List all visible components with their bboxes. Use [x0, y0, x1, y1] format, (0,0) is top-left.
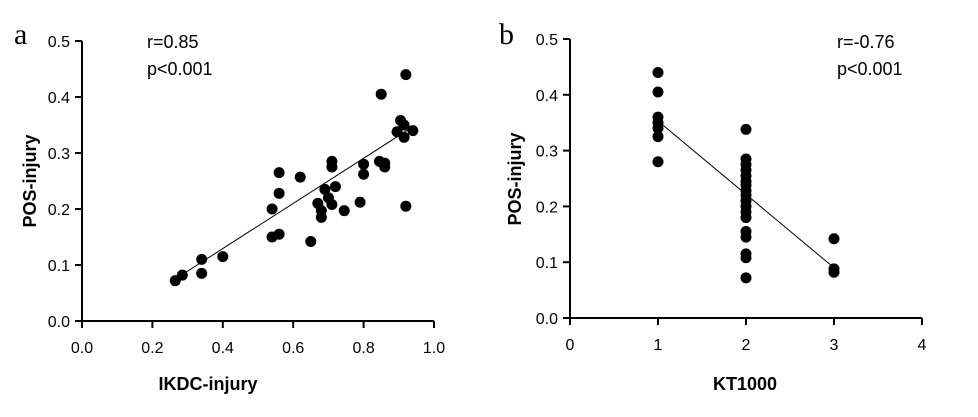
correlation-annotation: r=-0.76	[837, 32, 895, 52]
y-tick-label: 0.0	[536, 311, 558, 328]
y-tick-label: 0.5	[48, 34, 70, 51]
x-tick-label: 2	[742, 337, 751, 354]
data-point	[305, 235, 317, 247]
x-tick-label: 0.4	[212, 340, 234, 357]
y-tick-label: 0.0	[48, 314, 70, 331]
data-point	[266, 203, 278, 215]
data-point	[740, 212, 752, 224]
data-point	[176, 269, 188, 281]
data-point	[379, 157, 391, 169]
data-point	[338, 205, 350, 217]
x-tick-label: 0.2	[141, 340, 163, 357]
data-point	[217, 251, 229, 263]
data-point	[315, 205, 327, 217]
data-point	[407, 125, 419, 137]
data-point	[740, 231, 752, 243]
data-point	[358, 168, 370, 180]
x-tick-label: 4	[918, 337, 927, 354]
x-tick-label: 1	[654, 337, 663, 354]
y-tick-label: 0.4	[48, 90, 70, 107]
data-point	[400, 200, 412, 212]
regression-line	[175, 127, 412, 280]
panel-b: b 0.0 0.1 0.2 0.3 0.4 0.5 0 1 2 3 4 KT1000 POS-injury…	[499, 18, 927, 394]
data-point	[294, 171, 306, 183]
p-value-annotation: p<0.001	[147, 59, 213, 79]
x-axis-title: KT1000	[713, 374, 777, 394]
data-point	[354, 196, 366, 208]
panel-a: a 0.0 0.1 0.2 0.3 0.4 0.5 0.0 0.2 0.4 0.6 0.8 1.0 IKD…	[14, 18, 445, 394]
x-axis-title: IKDC-injury	[159, 374, 258, 394]
data-point	[398, 119, 410, 131]
y-tick-label: 0.3	[48, 146, 70, 163]
panel-letter: b	[499, 18, 514, 51]
correlation-annotation: r=0.85	[147, 32, 199, 52]
data-point	[273, 187, 285, 199]
data-point	[740, 272, 752, 284]
x-tick-label: 0	[566, 337, 575, 354]
data-point	[398, 131, 410, 143]
x-tick-label: 0.6	[282, 340, 304, 357]
panel-letter: a	[14, 18, 27, 51]
x-tick-label: 0.0	[71, 340, 93, 357]
data-point	[652, 66, 664, 78]
data-point	[326, 199, 338, 211]
y-tick-label: 0.4	[536, 88, 558, 105]
data-point	[273, 167, 285, 179]
y-tick-label: 0.1	[536, 255, 558, 272]
y-tick-label: 0.2	[48, 202, 70, 219]
data-point	[652, 156, 664, 168]
data-point	[652, 86, 664, 98]
data-point	[319, 183, 331, 195]
data-point	[329, 181, 341, 193]
y-tick-label: 0.3	[536, 144, 558, 161]
y-tick-label: 0.5	[536, 32, 558, 49]
data-point	[828, 233, 840, 245]
data-point	[740, 252, 752, 264]
data-point	[828, 266, 840, 278]
y-axis-title: POS-injury	[20, 134, 40, 227]
data-point	[740, 123, 752, 135]
data-point	[375, 88, 387, 100]
data-point	[273, 228, 285, 240]
data-point	[652, 122, 664, 134]
p-value-annotation: p<0.001	[837, 59, 903, 79]
x-tick-label: 3	[830, 337, 839, 354]
x-tick-label: 0.8	[352, 340, 374, 357]
data-point	[326, 155, 338, 167]
data-point	[358, 158, 370, 170]
data-point	[196, 267, 208, 279]
x-tick-label: 1.0	[423, 340, 445, 357]
data-point	[400, 69, 412, 81]
data-point	[196, 253, 208, 265]
data-point	[652, 131, 664, 143]
y-axis-title: POS-injury	[505, 132, 525, 225]
y-tick-label: 0.2	[536, 199, 558, 216]
y-tick-label: 0.1	[48, 258, 70, 275]
